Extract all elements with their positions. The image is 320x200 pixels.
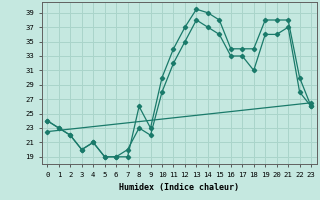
X-axis label: Humidex (Indice chaleur): Humidex (Indice chaleur)	[119, 183, 239, 192]
